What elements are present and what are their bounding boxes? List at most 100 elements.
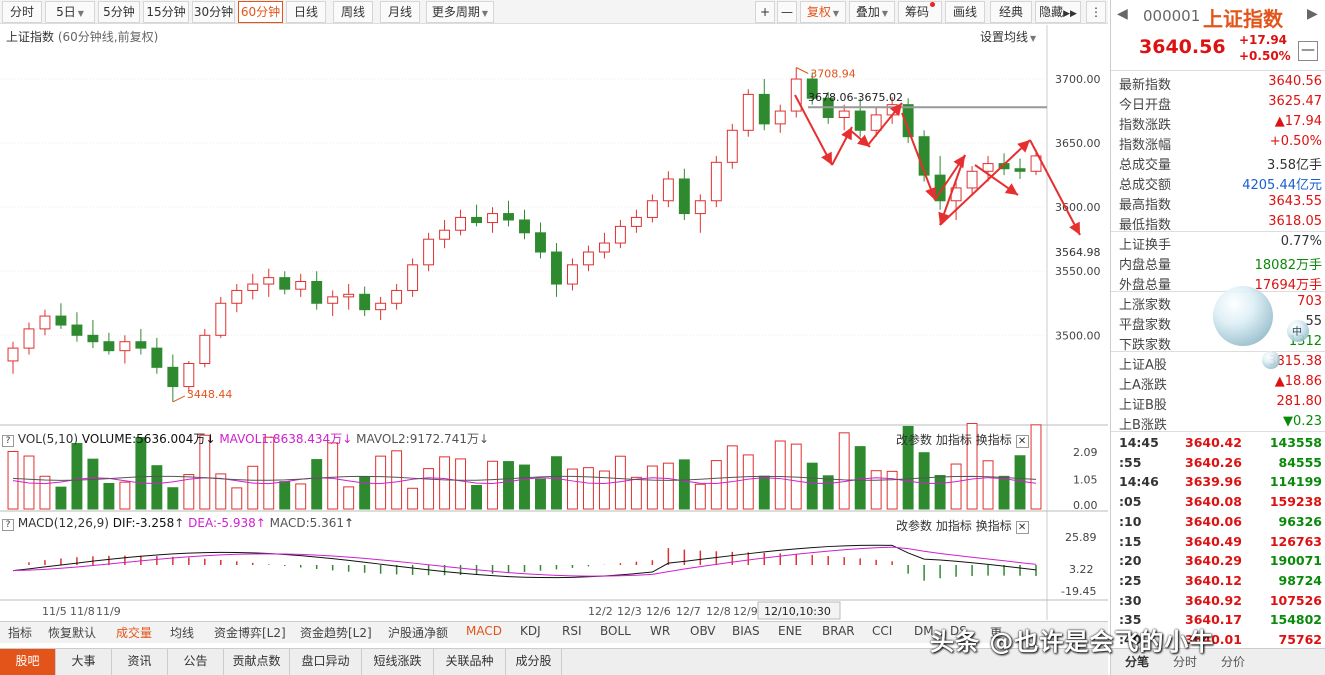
- indicator-tab[interactable]: BRAR: [822, 624, 855, 638]
- indicator-tab[interactable]: BOLL: [600, 624, 631, 638]
- stat-value: 4205.44亿元: [1242, 178, 1322, 193]
- indicator-tab[interactable]: ENE: [778, 624, 803, 638]
- indicator-tab[interactable]: DS: [950, 624, 967, 638]
- bottom-tab[interactable]: 公告: [168, 649, 224, 675]
- indicator-tab[interactable]: 均线: [170, 626, 195, 640]
- indicator-tab[interactable]: 指标: [8, 626, 33, 640]
- candle-body: [630, 216, 642, 227]
- tab-fenjia[interactable]: 分价: [1221, 655, 1246, 669]
- more-menu-button[interactable]: ⋮: [1086, 1, 1106, 23]
- indicator-tab[interactable]: MACD: [466, 624, 502, 638]
- trend-arrow: [974, 164, 1019, 196]
- zoom-in-button[interactable]: +: [755, 1, 775, 23]
- candle-body: [582, 251, 594, 266]
- indicator-tab[interactable]: OBV: [690, 624, 716, 638]
- help-icon[interactable]: ?: [2, 435, 14, 447]
- period-day[interactable]: 日线: [286, 1, 326, 23]
- candle-body: [103, 341, 115, 352]
- prev-stock-icon[interactable]: ◀: [1117, 6, 1128, 22]
- bottom-tab[interactable]: 大事: [56, 649, 112, 675]
- bottom-tab[interactable]: 资讯: [112, 649, 168, 675]
- bottom-tab[interactable]: 关联品种: [434, 649, 506, 675]
- candle-body: [199, 334, 211, 364]
- stat-row: 上A涨跌 ▲18.86: [1111, 372, 1325, 393]
- macd-dif: DIF:-3.258: [112, 516, 175, 530]
- vol-add-button[interactable]: 加指标: [935, 433, 972, 447]
- indicator-tab[interactable]: 更: [990, 626, 1003, 640]
- period-week[interactable]: 周线: [333, 1, 373, 23]
- zoom-out-button[interactable]: —: [777, 1, 797, 23]
- indicator-tab[interactable]: RSI: [562, 624, 582, 638]
- divider: [1111, 70, 1325, 71]
- volume-bar: [519, 464, 530, 510]
- period-5min[interactable]: 5分钟: [98, 1, 140, 23]
- trend-arrow: [849, 129, 871, 148]
- floating-bubble-small[interactable]: 中: [1287, 320, 1309, 342]
- close-icon[interactable]: ✕: [1015, 521, 1029, 534]
- ma-settings-label: 设置均线: [980, 30, 1029, 44]
- period-60min[interactable]: 60分钟: [238, 1, 283, 23]
- macd-tools: 改参数 加指标 换指标 ✕: [896, 517, 1029, 534]
- macd-switch-button[interactable]: 换指标: [975, 519, 1012, 533]
- ma-settings-button[interactable]: 设置均线 ▼: [980, 28, 1036, 45]
- floating-bubble-tiny[interactable]: [1262, 351, 1280, 369]
- collapse-icon[interactable]: —: [1298, 41, 1318, 61]
- indicator-tab[interactable]: 资金博弈[L2]: [214, 626, 286, 640]
- trend-arrow: [901, 112, 937, 201]
- hide-button[interactable]: 隐藏▶▶: [1035, 1, 1081, 23]
- indicator-tab[interactable]: 成交量: [116, 626, 153, 640]
- classic-button[interactable]: 经典: [990, 1, 1032, 23]
- indicator-tab[interactable]: 恢复默认: [48, 626, 97, 640]
- candle-body: [311, 280, 323, 304]
- vol-switch-button[interactable]: 换指标: [975, 433, 1012, 447]
- divider: [1111, 351, 1325, 352]
- candle-body: [423, 238, 435, 266]
- candle-body: [902, 104, 914, 138]
- period-30min[interactable]: 30分钟: [192, 1, 235, 23]
- stat-row: 上证B股 281.80: [1111, 392, 1325, 413]
- indicator-tab[interactable]: DM: [914, 624, 934, 638]
- period-month[interactable]: 月线: [380, 1, 420, 23]
- vol-params-button[interactable]: 改参数: [896, 433, 933, 447]
- kline-chart-svg[interactable]: 3700.00 3650.00 3600.00 3550.00 3500.00 3564.…: [0, 25, 1108, 620]
- indicator-tab[interactable]: 资金趋势[L2]: [300, 626, 372, 640]
- indicator-tab[interactable]: WR: [650, 624, 671, 638]
- volume-bar: [359, 476, 371, 510]
- down-arrow-icon: ↓: [342, 432, 353, 446]
- draw-line-button[interactable]: 画线: [945, 1, 985, 23]
- macd-params-button[interactable]: 改参数: [896, 519, 933, 533]
- indicator-tab[interactable]: BIAS: [732, 624, 760, 638]
- floating-bubble[interactable]: [1213, 286, 1273, 346]
- volume-bar: [678, 459, 690, 510]
- tab-fenbi[interactable]: 分笔: [1125, 655, 1150, 669]
- indicator-tab[interactable]: KDJ: [520, 624, 541, 638]
- indicator-tab[interactable]: 沪股通净额: [388, 626, 449, 640]
- candle-body: [167, 366, 179, 388]
- period-fenshi[interactable]: 分时: [2, 1, 42, 23]
- period-5day[interactable]: 5日 ▼: [45, 1, 95, 23]
- fuquan-button[interactable]: 复权 ▼: [800, 1, 846, 23]
- tick-row: 14:45 3640.42 143558: [1111, 433, 1325, 453]
- macd-add-button[interactable]: 加指标: [935, 519, 972, 533]
- next-stock-icon[interactable]: ▶: [1307, 6, 1318, 22]
- chips-button[interactable]: 筹码: [898, 1, 942, 23]
- candle-body: [710, 161, 722, 202]
- close-icon[interactable]: ✕: [1015, 435, 1029, 448]
- period-15min[interactable]: 15分钟: [143, 1, 189, 23]
- period-more[interactable]: 更多周期 ▼: [426, 1, 494, 23]
- mavol2-line: [12, 475, 1037, 481]
- bottom-tab[interactable]: 股吧: [0, 649, 56, 675]
- help-icon[interactable]: ?: [2, 519, 14, 531]
- candle-body: [598, 242, 610, 253]
- chart-area[interactable]: 3700.00 3650.00 3600.00 3550.00 3500.00 3564.…: [0, 25, 1108, 620]
- indicator-tab[interactable]: CCI: [872, 624, 893, 638]
- candle-body: [551, 251, 562, 285]
- volume-bar: [886, 470, 898, 510]
- bottom-tab[interactable]: 短线涨跌: [362, 649, 434, 675]
- bottom-tab[interactable]: 盘口异动: [290, 649, 362, 675]
- bottom-tab[interactable]: 成分股: [506, 649, 562, 675]
- candle-body: [742, 93, 754, 131]
- tab-fenshi[interactable]: 分时: [1173, 655, 1198, 669]
- bottom-tab[interactable]: 贡献点数: [224, 649, 290, 675]
- overlay-button[interactable]: 叠加 ▼: [849, 1, 895, 23]
